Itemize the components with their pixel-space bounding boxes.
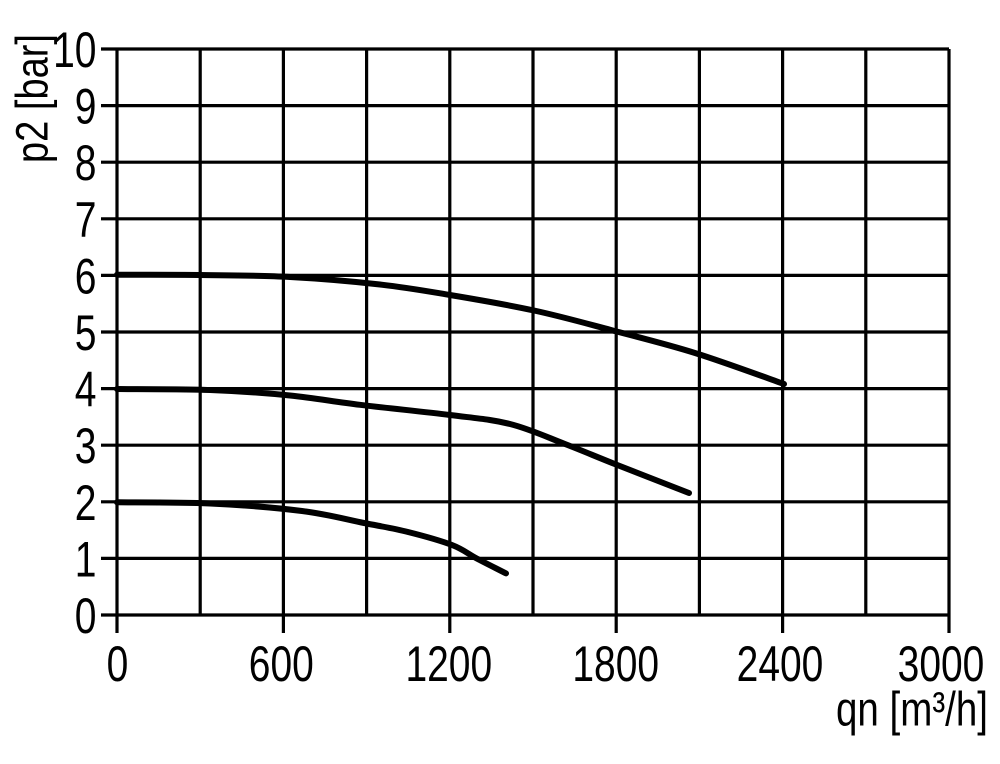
svg-text:0: 0 bbox=[75, 588, 97, 644]
svg-text:600: 600 bbox=[249, 636, 314, 692]
svg-text:1200: 1200 bbox=[405, 636, 492, 692]
svg-text:5: 5 bbox=[75, 305, 97, 361]
svg-text:4: 4 bbox=[75, 362, 97, 418]
svg-text:1: 1 bbox=[75, 531, 97, 587]
svg-text:2: 2 bbox=[75, 475, 97, 531]
svg-text:7: 7 bbox=[75, 192, 97, 248]
svg-text:3000: 3000 bbox=[898, 636, 985, 692]
svg-text:3: 3 bbox=[75, 418, 97, 474]
svg-text:p2 [bar]: p2 [bar] bbox=[7, 34, 58, 163]
svg-text:9: 9 bbox=[75, 79, 97, 135]
svg-text:6: 6 bbox=[75, 248, 97, 304]
svg-text:1800: 1800 bbox=[572, 636, 659, 692]
svg-text:0: 0 bbox=[107, 636, 129, 692]
svg-text:2400: 2400 bbox=[737, 636, 824, 692]
svg-text:qn [m³/h]: qn [m³/h] bbox=[836, 684, 988, 737]
svg-text:8: 8 bbox=[75, 135, 97, 191]
svg-text:10: 10 bbox=[53, 22, 96, 78]
